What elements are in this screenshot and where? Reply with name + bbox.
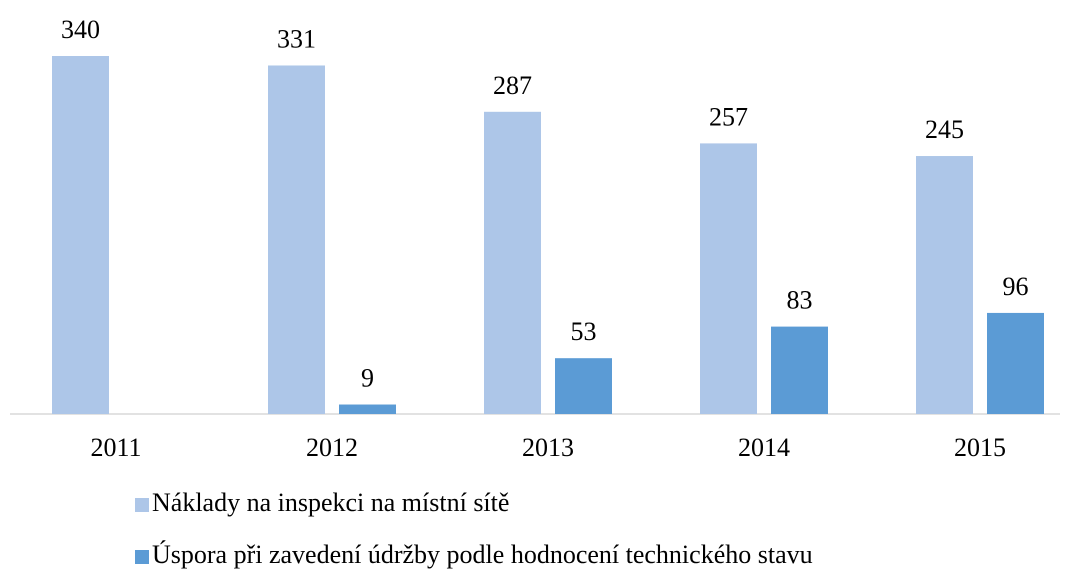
legend-label: Úspora při zavedení údržby podle hodnoce…: [152, 540, 813, 569]
data-label: 245: [925, 115, 964, 144]
data-label: 331: [277, 24, 316, 53]
x-tick-label: 2013: [522, 433, 574, 462]
x-tick-label: 2014: [738, 433, 790, 462]
bar: [700, 143, 757, 415]
legend-swatch: [135, 550, 149, 564]
bar: [268, 65, 325, 414]
data-label: 9: [361, 363, 374, 392]
bar: [555, 358, 612, 414]
legend-swatch: [135, 498, 149, 512]
bar: [987, 312, 1044, 414]
data-label: 96: [1003, 272, 1029, 301]
bar: [339, 404, 396, 414]
data-label: 340: [61, 15, 100, 44]
data-label: 287: [493, 71, 532, 100]
bar: [916, 156, 973, 414]
x-tick-label: 2012: [306, 433, 358, 462]
legend-label: Náklady na inspekci na místní sítě: [152, 488, 509, 517]
bar: [771, 326, 828, 414]
data-label: 83: [787, 286, 813, 315]
bar: [52, 56, 109, 414]
data-label: 257: [709, 102, 748, 131]
x-tick-label: 2015: [954, 433, 1006, 462]
bar: [484, 111, 541, 415]
data-label: 53: [571, 317, 597, 346]
x-tick-label: 2011: [90, 433, 141, 462]
